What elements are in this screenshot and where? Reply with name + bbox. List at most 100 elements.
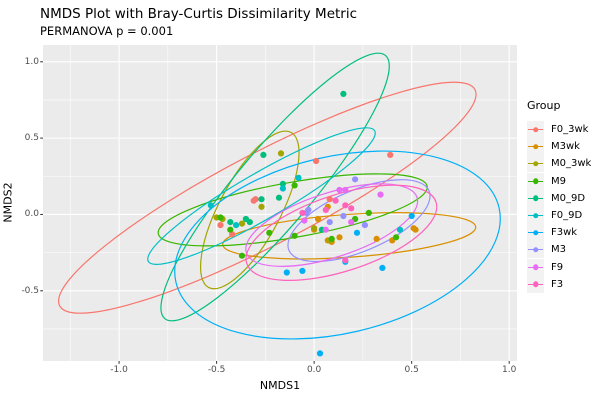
data-point-F3: [322, 206, 329, 213]
x-tick-label: 1.0: [502, 365, 517, 375]
y-tick-label: 0.5: [24, 133, 39, 144]
data-point-M0_9D: [260, 151, 267, 158]
data-point-M3wk: [314, 215, 322, 223]
data-point-F9: [342, 186, 349, 194]
y-tick-label: 1.0: [24, 56, 39, 67]
data-point-F9: [377, 191, 384, 198]
data-point-M3: [326, 219, 333, 226]
data-point-M3wk: [373, 235, 380, 242]
data-point-M3: [352, 176, 359, 183]
data-point-M0_3wk: [238, 220, 246, 227]
data-point-F3wk: [299, 267, 306, 274]
plot-panel: [40, 45, 517, 364]
legend-item-F3wk: F3wk: [527, 224, 591, 242]
data-point-M9: [217, 214, 224, 221]
legend-label: F9: [551, 261, 564, 273]
data-point-M0_9D: [258, 196, 265, 203]
legend-key-icon: [527, 138, 544, 156]
legend-items: F0_3wk M3wk M0_3wk M9 M0_9D F0_9D F3wk M3 F9 F3: [527, 121, 591, 293]
data-point-F0_9D: [396, 226, 404, 233]
data-point-M0_9D: [340, 90, 347, 97]
data-point-F9: [301, 217, 308, 224]
legend-label: M3wk: [551, 141, 580, 153]
data-point-F3wk: [353, 229, 361, 236]
data-point-M9: [291, 182, 298, 189]
confidence-ellipse-F3wk: [174, 150, 501, 340]
data-point-M9: [365, 209, 372, 216]
data-point-M0_3wk: [311, 225, 318, 232]
legend-title: Group: [527, 99, 561, 112]
confidence-ellipse-M0_3wk: [199, 130, 300, 290]
data-point-F0_3wk: [326, 196, 333, 203]
data-point-M3wk: [336, 234, 343, 241]
data-point-M3wk: [412, 226, 419, 233]
data-point-F9: [336, 186, 343, 194]
x-tick-label: -0.5: [207, 365, 226, 375]
legend-key-icon: [527, 172, 544, 190]
data-point-F0_3wk: [252, 196, 259, 203]
data-point-M3: [305, 206, 312, 213]
legend-key-icon: [527, 189, 544, 207]
data-point-F0_9D: [233, 222, 240, 229]
confidence-ellipse-M9: [157, 173, 428, 247]
data-point-F3wk: [283, 269, 290, 276]
data-point-M0_3wk: [258, 203, 265, 210]
data-point-M9: [393, 234, 400, 241]
legend-key-icon: [527, 275, 544, 293]
legend-key-icon: [527, 258, 544, 276]
legend-item-F0_9D: F0_9D: [527, 207, 591, 225]
legend-item-F0_3wk: F0_3wk: [527, 121, 591, 139]
chart-subtitle: PERMANOVA p = 0.001: [40, 24, 174, 38]
data-point-F9: [348, 219, 355, 226]
y-axis-title: NMDS2: [1, 182, 15, 223]
data-point-M0_9D: [242, 215, 249, 223]
legend-item-M3wk: M3wk: [527, 138, 591, 156]
confidence-ellipse-M3wk: [222, 212, 477, 260]
legend-key-icon: [527, 121, 544, 139]
legend-label: M9: [551, 175, 566, 187]
data-point-F0_9D: [207, 202, 214, 209]
x-tick-label: 0.5: [404, 365, 419, 375]
data-point-F9: [322, 226, 329, 233]
legend-item-F9: F9: [527, 258, 591, 276]
data-point-M3: [340, 212, 347, 220]
legend-label: F3: [551, 278, 564, 290]
legend-item-M3: M3: [527, 241, 591, 259]
x-tick-label: -1.0: [110, 365, 128, 375]
data-point-M3: [361, 222, 368, 229]
data-point-M9: [266, 229, 273, 236]
legend-key-icon: [527, 241, 544, 259]
confidence-ellipse-F0_9D: [147, 127, 376, 265]
x-axis-title: NMDS1: [259, 379, 301, 392]
plot-svg: [40, 45, 517, 364]
data-point-F0_3wk: [313, 157, 320, 165]
legend-label: M0_9D: [551, 192, 586, 204]
legend-key-icon: [527, 207, 544, 225]
data-point-F3: [332, 197, 339, 204]
data-point-F3: [342, 202, 349, 209]
data-point-F3: [342, 257, 349, 264]
y-tick-label: 0.0: [24, 209, 39, 220]
legend-item-M0_3wk: M0_3wk: [527, 155, 592, 173]
y-tick-label: -0.5: [21, 285, 39, 296]
data-point-M0_3wk: [277, 150, 285, 157]
legend-key-icon: [527, 155, 544, 173]
data-point-M9: [238, 252, 246, 259]
legend-label: F0_3wk: [551, 124, 589, 136]
legend-item-M9: M9: [527, 172, 591, 190]
x-tick-label: 0.0: [306, 365, 322, 375]
data-point-F3wk: [379, 264, 386, 271]
chart-title: NMDS Plot with Bray-Curtis Dissimilarity…: [40, 6, 358, 22]
legend: Group F0_3wk M3wk M0_3wk M9 M0_9D F0_9D F3wk M3…: [527, 99, 591, 293]
data-point-F3wk: [408, 212, 415, 220]
data-point-F0_3wk: [387, 151, 394, 158]
legend-label: M0_3wk: [551, 158, 592, 170]
legend-item-F3: F3: [527, 275, 591, 293]
confidence-ellipse-F0_3wk: [57, 81, 477, 314]
data-point-M0_9D: [279, 180, 286, 187]
legend-label: F0_9D: [551, 210, 583, 222]
data-point-F0_3wk: [217, 222, 224, 229]
data-point-F0_9D: [295, 174, 302, 181]
data-point-F3: [299, 209, 306, 216]
